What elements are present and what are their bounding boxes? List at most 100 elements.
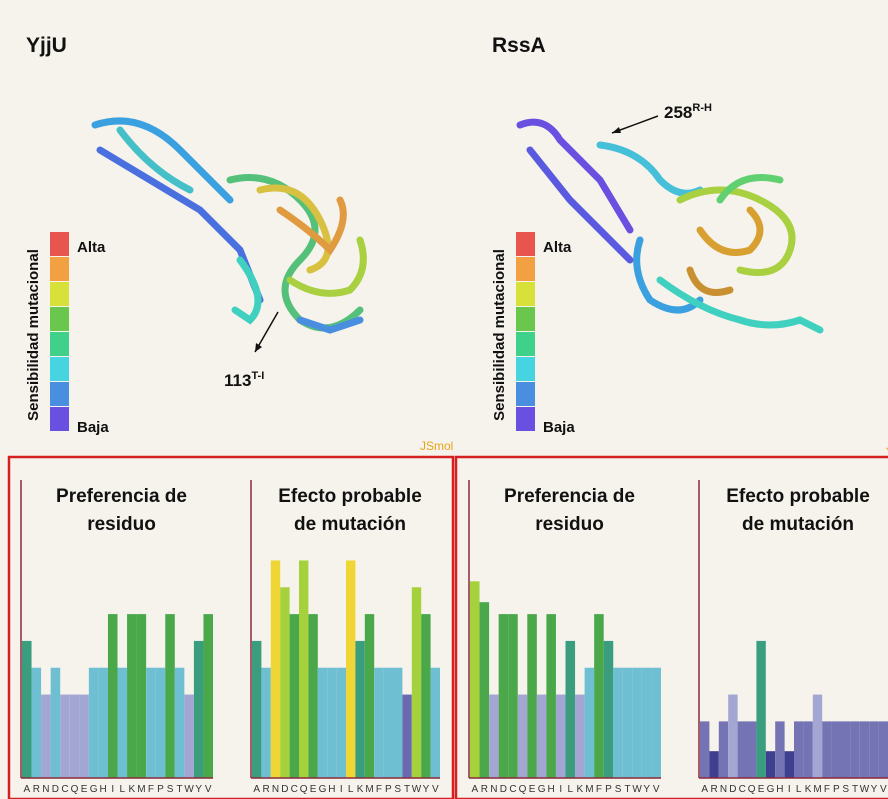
chart-title: Efecto probable [278, 486, 422, 507]
x-tick-label: L [119, 784, 125, 795]
bar [203, 614, 213, 778]
bar [318, 668, 327, 778]
bar [803, 721, 812, 778]
bar [79, 695, 89, 778]
x-tick-label: V [432, 784, 439, 795]
x-tick-label: E [529, 784, 536, 795]
bar [822, 721, 831, 778]
x-tick-label: W [860, 784, 870, 795]
bar [402, 695, 411, 778]
x-tick-label: F [596, 784, 602, 795]
x-tick-label: V [653, 784, 660, 795]
x-tick-label: F [824, 784, 830, 795]
bar [346, 560, 355, 778]
bar [51, 668, 61, 778]
x-tick-label: M [585, 784, 593, 795]
bar [393, 668, 402, 778]
legend-axis-label: Sensibilidad mutacional [25, 249, 42, 421]
annotation-number: 258 [664, 103, 692, 122]
bar [60, 695, 70, 778]
x-tick-label: F [148, 784, 154, 795]
chart-title: de mutación [742, 514, 854, 535]
x-tick-label: N [272, 784, 279, 795]
bar [365, 614, 374, 778]
x-tick-label: D [729, 784, 736, 795]
bar [508, 614, 518, 778]
bar [841, 721, 850, 778]
legend-low: Baja [543, 419, 575, 436]
legend-swatch [50, 307, 69, 331]
x-tick-label: S [167, 784, 174, 795]
legend-swatch [516, 257, 535, 281]
legend-swatch [516, 357, 535, 381]
x-tick-label: T [404, 784, 410, 795]
x-tick-label: W [632, 784, 642, 795]
x-tick-label: G [90, 784, 98, 795]
chart-title: residuo [87, 514, 156, 535]
bar [355, 641, 364, 778]
figure: YjjUAltaBajaSensibilidad mutacional113T-… [0, 0, 888, 799]
x-tick-label: E [81, 784, 88, 795]
x-tick-label: F [376, 784, 382, 795]
x-tick-label: Q [519, 784, 527, 795]
bar [613, 668, 623, 778]
bar [384, 668, 393, 778]
x-tick-label: T [625, 784, 631, 795]
x-tick-label: P [385, 784, 392, 795]
legend-swatch [50, 332, 69, 356]
x-tick-label: I [340, 784, 343, 795]
x-tick-label: K [128, 784, 135, 795]
bar [642, 668, 652, 778]
bar [747, 721, 756, 778]
legend-swatch [516, 382, 535, 406]
legend-high: Alta [543, 239, 572, 256]
bar [32, 668, 42, 778]
bar [22, 641, 32, 778]
bar [527, 614, 537, 778]
x-tick-label: S [615, 784, 622, 795]
x-tick-label: P [605, 784, 612, 795]
x-tick-label: I [559, 784, 562, 795]
x-tick-label: N [720, 784, 727, 795]
bar [271, 560, 280, 778]
bar [146, 668, 156, 778]
bar [719, 721, 728, 778]
annotation-number: 113 [224, 371, 251, 390]
bar [108, 614, 118, 778]
bar [137, 614, 147, 778]
bar [575, 695, 585, 778]
x-tick-label: A [701, 784, 708, 795]
bar [280, 587, 289, 778]
x-tick-label: N [490, 784, 497, 795]
bar [785, 751, 794, 778]
x-tick-label: W [184, 784, 194, 795]
bar [766, 751, 775, 778]
bar [480, 602, 490, 778]
x-tick-label: S [394, 784, 401, 795]
legend-swatch [50, 382, 69, 406]
x-tick-label: D [281, 784, 288, 795]
x-tick-label: L [348, 784, 354, 795]
x-tick-label: H [776, 784, 783, 795]
x-tick-label: C [61, 784, 68, 795]
x-tick-label: T [177, 784, 183, 795]
bar [632, 668, 642, 778]
bar [299, 560, 308, 778]
bar [738, 721, 747, 778]
x-tick-label: R [481, 784, 488, 795]
bar [794, 721, 803, 778]
x-tick-label: C [291, 784, 298, 795]
bar [337, 668, 346, 778]
bar [537, 695, 547, 778]
bar [374, 668, 383, 778]
bar [756, 641, 765, 778]
bar [489, 695, 499, 778]
legend-swatch [516, 407, 535, 431]
x-tick-label: V [205, 784, 212, 795]
legend-swatch [50, 357, 69, 381]
bar [184, 695, 194, 778]
x-tick-label: A [23, 784, 30, 795]
bar [860, 721, 869, 778]
x-tick-label: P [833, 784, 840, 795]
x-tick-label: C [509, 784, 516, 795]
